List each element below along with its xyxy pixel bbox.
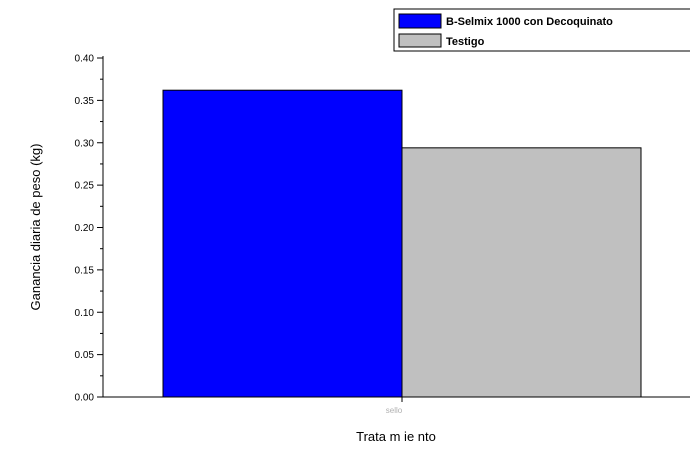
y-tick-label-5: 0.25 [75, 181, 95, 192]
y-tick-label-6: 0.30 [75, 138, 95, 149]
x-axis-label: Trata m ie nto [356, 429, 436, 444]
y-tick-label-0: 0.00 [75, 393, 95, 404]
bar-testigo [401, 147, 642, 398]
legend-swatch-b-selmix [398, 13, 442, 29]
y-tick-label-2: 0.10 [75, 308, 95, 319]
bar-b-selmix [162, 89, 403, 398]
bars-group [162, 89, 642, 402]
y-tick-label-7: 0.35 [75, 96, 95, 107]
legend: B-Selmix 1000 con Decoquinato Testigo [393, 8, 690, 52]
y-tick-label-3: 0.15 [75, 265, 95, 276]
legend-swatch-testigo [398, 33, 442, 48]
y-tick-label-8: 0.40 [75, 54, 95, 65]
legend-label-testigo: Testigo [446, 36, 485, 48]
y-tick-label-1: 0.05 [75, 350, 95, 361]
y-axis-ticks: 0.00 0.05 0.10 0.15 0.20 0.25 0.30 0.35 0.40 [75, 54, 103, 404]
y-tick-label-4: 0.20 [75, 223, 95, 234]
legend-box [393, 8, 690, 52]
y-axis-label: Ganancia diaria de peso (kg) [28, 144, 43, 311]
x-category-label: sello [386, 406, 403, 415]
legend-label-b-selmix: B-Selmix 1000 con Decoquinato [446, 16, 613, 28]
